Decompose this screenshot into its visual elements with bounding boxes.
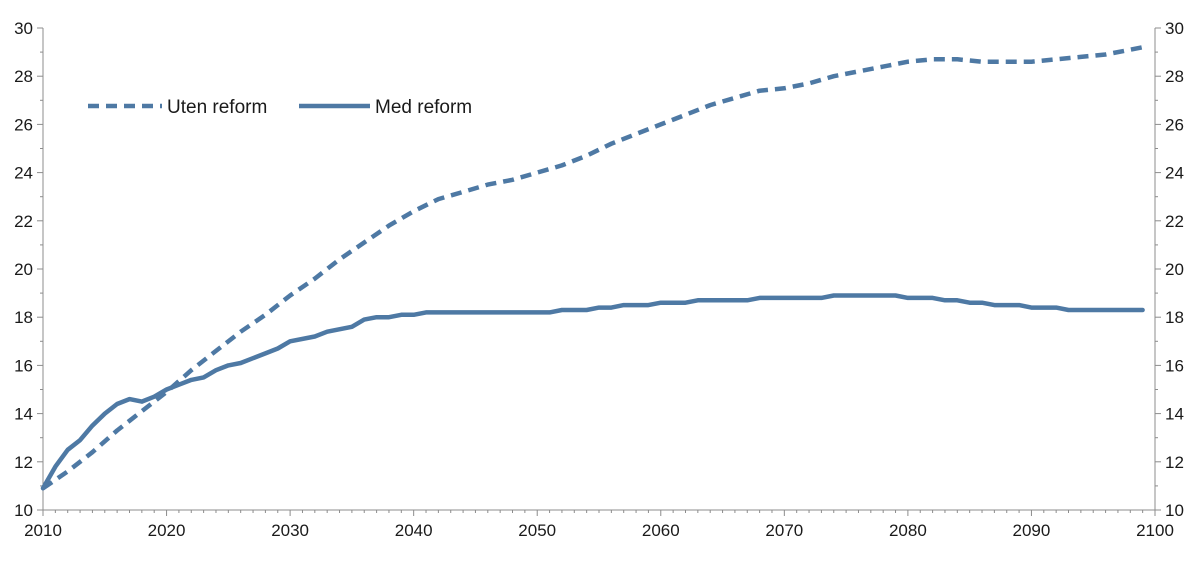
y-tick-label-left: 24	[14, 164, 33, 183]
legend-label-1: Uten reform	[167, 97, 267, 118]
y-tick-label-left: 14	[14, 405, 33, 424]
y-tick-label-right: 16	[1165, 356, 1184, 375]
y-tick-label-left: 30	[14, 19, 33, 38]
x-tick-label: 2100	[1136, 521, 1174, 540]
y-tick-label-right: 24	[1165, 164, 1184, 183]
y-tick-label-left: 28	[14, 67, 33, 86]
x-tick-label: 2020	[148, 521, 186, 540]
y-tick-label-right: 26	[1165, 115, 1184, 134]
x-tick-label: 2080	[889, 521, 927, 540]
y-tick-label-right: 22	[1165, 212, 1184, 231]
x-tick-label: 2030	[271, 521, 309, 540]
y-tick-label-right: 28	[1165, 67, 1184, 86]
y-tick-label-left: 20	[14, 260, 33, 279]
legend-label-2: Med reform	[375, 97, 472, 118]
y-tick-label-left: 12	[14, 453, 33, 472]
y-tick-label-right: 30	[1165, 19, 1184, 38]
y-tick-label-left: 22	[14, 212, 33, 231]
y-tick-label-left: 18	[14, 308, 33, 327]
x-tick-label: 2050	[518, 521, 556, 540]
y-tick-label-right: 12	[1165, 453, 1184, 472]
x-tick-label: 2010	[24, 521, 62, 540]
legend: Uten reform Med reform	[88, 97, 472, 118]
x-tick-label: 2040	[395, 521, 433, 540]
y-tick-label-left: 26	[14, 115, 33, 134]
y-tick-label-right: 20	[1165, 260, 1184, 279]
series-line-2	[40, 293, 1145, 491]
series-line-1	[41, 45, 1144, 491]
x-tick-label: 2060	[642, 521, 680, 540]
x-tick-label: 2070	[765, 521, 803, 540]
y-tick-label-right: 14	[1165, 405, 1184, 424]
y-tick-label-left: 16	[14, 356, 33, 375]
x-tick-label: 2090	[1013, 521, 1051, 540]
series-layer	[40, 45, 1145, 491]
y-tick-label-right: 18	[1165, 308, 1184, 327]
y-tick-label-right: 10	[1165, 501, 1184, 520]
y-tick-label-left: 10	[14, 501, 33, 520]
